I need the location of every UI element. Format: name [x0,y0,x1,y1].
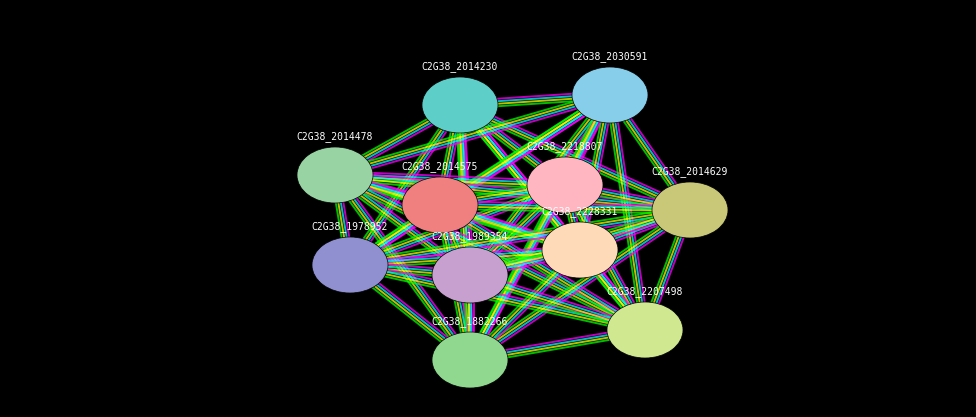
Ellipse shape [422,77,498,133]
Ellipse shape [312,237,388,293]
Text: C2G38_1882266: C2G38_1882266 [431,316,508,327]
Text: C2G38_1989354: C2G38_1989354 [431,231,508,242]
Ellipse shape [297,147,373,203]
Ellipse shape [432,332,508,388]
Text: C2G38_1978952: C2G38_1978952 [311,221,388,232]
Text: C2G38_2014575: C2G38_2014575 [402,161,478,172]
Text: C2G38_2030591: C2G38_2030591 [572,51,648,62]
Ellipse shape [572,67,648,123]
Text: C2G38_2014478: C2G38_2014478 [297,131,373,142]
Ellipse shape [527,157,603,213]
Ellipse shape [432,247,508,303]
Text: C2G38_2218807: C2G38_2218807 [527,141,603,152]
Text: C2G38_2014629: C2G38_2014629 [652,166,728,177]
Text: C2G38_2228331: C2G38_2228331 [542,206,618,217]
Ellipse shape [542,222,618,278]
Text: C2G38_2207498: C2G38_2207498 [607,286,683,297]
Ellipse shape [652,182,728,238]
Ellipse shape [607,302,683,358]
Text: C2G38_2014230: C2G38_2014230 [422,61,498,72]
Ellipse shape [402,177,478,233]
